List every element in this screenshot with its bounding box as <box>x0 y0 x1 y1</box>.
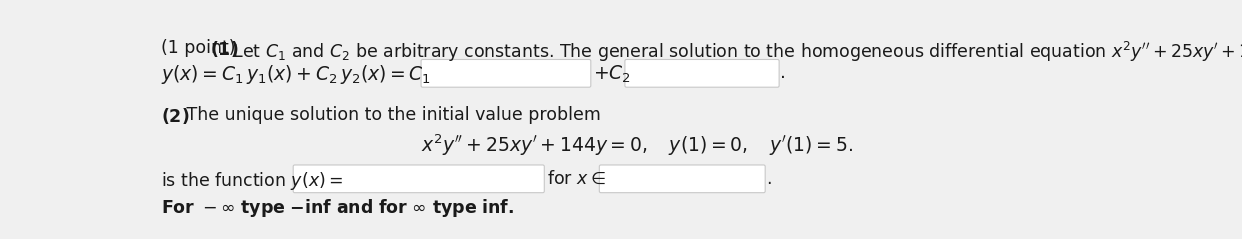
Text: is the function $y(x) =$: is the function $y(x) =$ <box>161 170 344 192</box>
Text: The unique solution to the initial value problem: The unique solution to the initial value… <box>181 106 601 124</box>
Text: .: . <box>780 63 786 82</box>
Text: $\mathbf{(1)}$: $\mathbf{(1)}$ <box>210 39 238 60</box>
Text: (1 point): (1 point) <box>161 39 241 57</box>
FancyBboxPatch shape <box>625 60 779 87</box>
Text: Let $C_1$ and $C_2$ be arbitrary constants. The general solution to the homogene: Let $C_1$ and $C_2$ be arbitrary constan… <box>227 39 1242 64</box>
Text: for $x \in$: for $x \in$ <box>548 170 606 188</box>
Text: .: . <box>766 170 771 188</box>
FancyBboxPatch shape <box>600 165 765 193</box>
Text: $+C_2$: $+C_2$ <box>594 63 631 85</box>
FancyBboxPatch shape <box>293 165 544 193</box>
Text: $y(x) = C_1\, y_1(x) + C_2\, y_2(x) = C_1$: $y(x) = C_1\, y_1(x) + C_2\, y_2(x) = C_… <box>161 63 431 86</box>
Text: $x^2y'' + 25xy' + 144y = 0, \quad y(1) = 0, \quad y'(1) = 5.$: $x^2y'' + 25xy' + 144y = 0, \quad y(1) =… <box>421 133 852 158</box>
Text: $\mathbf{(2)}$: $\mathbf{(2)}$ <box>161 106 190 126</box>
Text: $\mathbf{For}\ -\infty\ \mathbf{type\ {-}inf\ and\ for}\ \infty\ \mathbf{type\ i: $\mathbf{For}\ -\infty\ \mathbf{type\ {-… <box>161 196 514 218</box>
FancyBboxPatch shape <box>421 60 591 87</box>
